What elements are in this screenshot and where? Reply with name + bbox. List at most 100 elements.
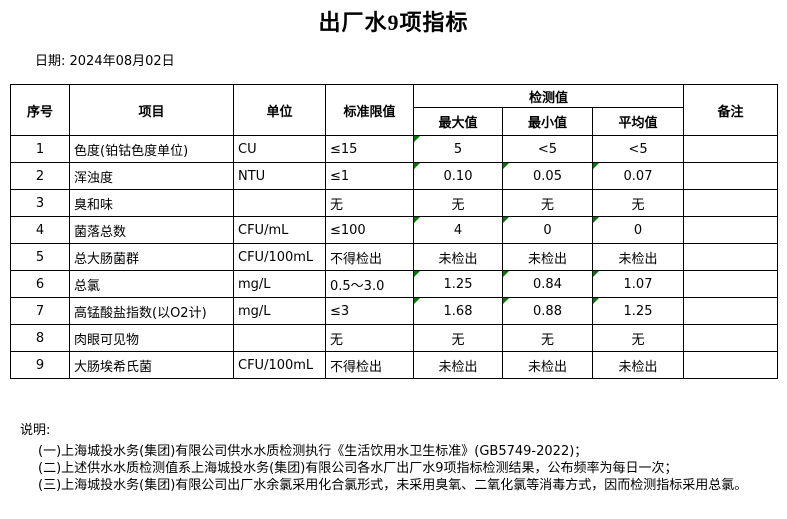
- cell-unit: mg/L: [233, 297, 326, 325]
- table-row: 9 大肠埃希氏菌 CFU/100mL 不得检出 未检出 未检出 未检出: [10, 351, 779, 379]
- table-row: 2 浑浊度 NTU ≤1 0.10 0.05 0.07: [10, 162, 779, 190]
- cell-avg: <5: [591, 135, 685, 163]
- header-min: 最小值: [502, 107, 593, 136]
- cell-max: 无: [413, 189, 503, 217]
- cell-max: 未检出: [413, 351, 503, 379]
- notes-list: (一)上海城投水务(集团)有限公司供水水质检测执行《生活饮用水卫生标准》(GB5…: [38, 443, 747, 494]
- note-item-3: (三)上海城投水务(集团)有限公司出厂水余氯采用化合氯形式，未采用臭氧、二氧化氯…: [38, 478, 748, 493]
- cell-avg: 1.07: [591, 270, 685, 298]
- cell-avg: 1.25: [591, 297, 685, 325]
- cell-remark: [683, 324, 779, 352]
- cell-no: 6: [10, 270, 70, 298]
- cell-min: 无: [502, 189, 593, 217]
- table-header-row: 序号 项目 单位 标准限值 检测值 备注: [10, 84, 779, 136]
- table-row: 7 高锰酸盐指数(以O2计) mg/L ≤3 1.68 0.88 1.25: [10, 297, 779, 325]
- cell-unit: [233, 324, 326, 352]
- cell-item: 浑浊度: [69, 162, 234, 190]
- cell-limit: ≤3: [325, 297, 414, 325]
- header-avg: 平均值: [591, 107, 685, 136]
- cell-no: 2: [10, 162, 70, 190]
- cell-avg: 0: [591, 216, 685, 244]
- header-no: 序号: [10, 84, 70, 136]
- cell-no: 7: [10, 297, 70, 325]
- header-limit: 标准限值: [325, 84, 414, 136]
- cell-limit: 0.5～3.0: [325, 270, 414, 298]
- cell-remark: [683, 216, 779, 244]
- cell-avg: 0.07: [591, 162, 685, 190]
- cell-item: 菌落总数: [69, 216, 234, 244]
- table-row: 3 臭和味 无 无 无 无: [10, 189, 779, 217]
- cell-unit: CFU/100mL: [233, 243, 326, 271]
- table-row: 5 总大肠菌群 CFU/100mL 不得检出 未检出 未检出 未检出: [10, 243, 779, 271]
- cell-limit: ≤100: [325, 216, 414, 244]
- report-date: 日期: 2024年08月02日: [35, 54, 175, 69]
- cell-unit: CU: [233, 135, 326, 163]
- cell-max: 1.68: [413, 297, 503, 325]
- note-item-1: (一)上海城投水务(集团)有限公司供水水质检测执行《生活饮用水卫生标准》(GB5…: [38, 444, 588, 459]
- cell-limit: 无: [325, 189, 414, 217]
- cell-min: <5: [502, 135, 593, 163]
- cell-unit: mg/L: [233, 270, 326, 298]
- cell-avg: 未检出: [591, 243, 685, 271]
- table-row: 1 色度(铂钴色度单位) CU ≤15 5 <5 <5: [10, 135, 779, 163]
- cell-min: 0.84: [502, 270, 593, 298]
- note-item-2: (二)上述供水水质检测值系上海城投水务(集团)有限公司各水厂出厂水9项指标检测结…: [38, 461, 678, 476]
- cell-item: 总大肠菌群: [69, 243, 234, 271]
- table-row: 8 肉眼可见物 无 无 无 无: [10, 324, 779, 352]
- header-item: 项目: [69, 84, 234, 136]
- cell-remark: [683, 189, 779, 217]
- cell-min: 0.88: [502, 297, 593, 325]
- cell-min: 未检出: [502, 243, 593, 271]
- cell-no: 4: [10, 216, 70, 244]
- cell-limit: ≤1: [325, 162, 414, 190]
- cell-max: 无: [413, 324, 503, 352]
- cell-unit: NTU: [233, 162, 326, 190]
- cell-remark: [683, 162, 779, 190]
- cell-item: 臭和味: [69, 189, 234, 217]
- cell-max: 5: [413, 135, 503, 163]
- header-unit: 单位: [233, 84, 326, 136]
- cell-max: 0.10: [413, 162, 503, 190]
- cell-no: 8: [10, 324, 70, 352]
- cell-remark: [683, 297, 779, 325]
- cell-remark: [683, 351, 779, 379]
- cell-no: 5: [10, 243, 70, 271]
- cell-max: 4: [413, 216, 503, 244]
- cell-avg: 无: [591, 324, 685, 352]
- cell-item: 高锰酸盐指数(以O2计): [69, 297, 234, 325]
- cell-min: 无: [502, 324, 593, 352]
- cell-item: 总氯: [69, 270, 234, 298]
- cell-limit: 不得检出: [325, 243, 414, 271]
- cell-unit: CFU/100mL: [233, 351, 326, 379]
- cell-no: 3: [10, 189, 70, 217]
- cell-item: 肉眼可见物: [69, 324, 234, 352]
- cell-unit: [233, 189, 326, 217]
- cell-max: 1.25: [413, 270, 503, 298]
- cell-avg: 无: [591, 189, 685, 217]
- cell-limit: 无: [325, 324, 414, 352]
- cell-max: 未检出: [413, 243, 503, 271]
- notes-label: 说明:: [20, 423, 51, 438]
- cell-limit: 不得检出: [325, 351, 414, 379]
- water-quality-table: 序号 项目 单位 标准限值 检测值 备注 最大值 最小值 平均值 1 色度(铂钴…: [10, 84, 779, 379]
- cell-item: 色度(铂钴色度单位): [69, 135, 234, 163]
- table-row: 4 菌落总数 CFU/mL ≤100 4 0 0: [10, 216, 779, 244]
- page-title: 出厂水9项指标: [318, 10, 469, 35]
- cell-remark: [683, 135, 779, 163]
- cell-no: 9: [10, 351, 70, 379]
- cell-remark: [683, 270, 779, 298]
- cell-remark: [683, 243, 779, 271]
- cell-unit: CFU/mL: [233, 216, 326, 244]
- cell-limit: ≤15: [325, 135, 414, 163]
- header-detection: 检测值: [412, 84, 685, 108]
- cell-avg: 未检出: [591, 351, 685, 379]
- table-subheader-row: 最大值 最小值 平均值: [11, 107, 778, 136]
- cell-no: 1: [10, 135, 70, 163]
- cell-item: 大肠埃希氏菌: [69, 351, 234, 379]
- header-max: 最大值: [413, 107, 503, 136]
- header-remark: 备注: [683, 84, 779, 136]
- cell-min: 未检出: [502, 351, 593, 379]
- cell-min: 0.05: [502, 162, 593, 190]
- table-row: 6 总氯 mg/L 0.5～3.0 1.25 0.84 1.07: [10, 270, 779, 298]
